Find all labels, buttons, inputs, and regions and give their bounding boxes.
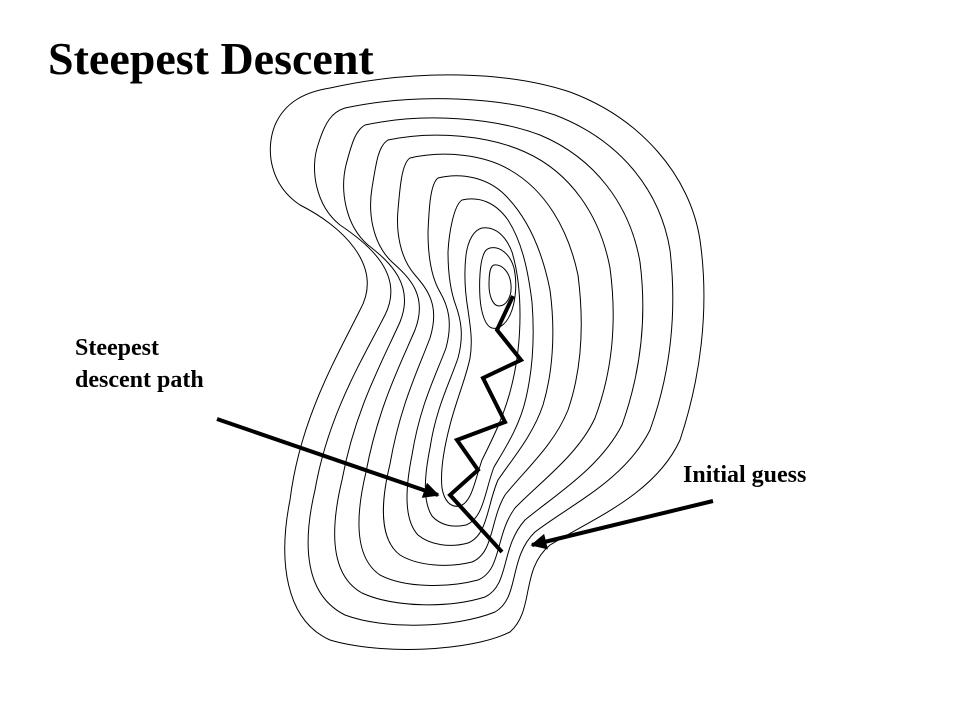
contour-level-2 xyxy=(307,98,674,626)
contour-level-3 xyxy=(334,117,644,606)
steepest-descent-path xyxy=(447,295,525,554)
contour-level-10 xyxy=(488,264,512,307)
initial-guess-text: Initial guess xyxy=(683,462,807,488)
path-label-line-1: Steepest xyxy=(75,335,159,361)
contour-lines xyxy=(269,74,705,650)
contour-level-6 xyxy=(406,175,554,546)
contour-level-5 xyxy=(383,153,582,566)
initial-guess-arrow xyxy=(530,499,714,550)
initial-guess-label: Initial guess xyxy=(683,459,806,491)
contour-level-4 xyxy=(358,134,614,586)
contour-level-1 xyxy=(269,74,705,650)
steepest-descent-path-label: Steepest descent path xyxy=(75,332,204,396)
contour-level-7 xyxy=(424,198,534,527)
page-title: Steepest Descent xyxy=(48,33,374,84)
path-label-arrow xyxy=(216,417,440,498)
contour-level-9 xyxy=(479,247,517,329)
path-label-line-2: descent path xyxy=(75,367,204,393)
contour-level-8 xyxy=(441,227,521,507)
